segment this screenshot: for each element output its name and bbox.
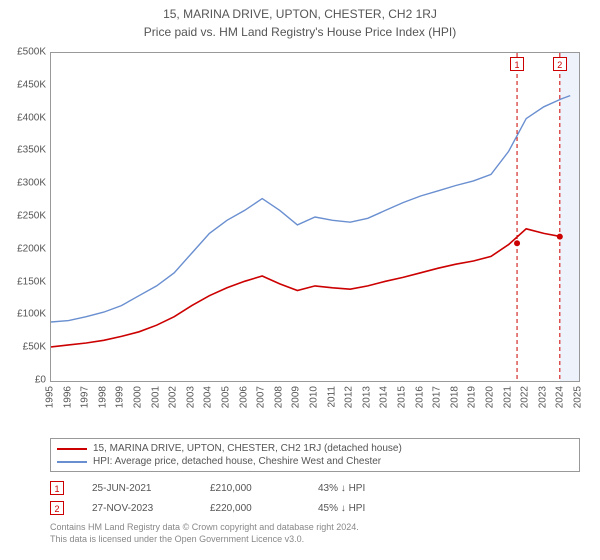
footer-line: Contains HM Land Registry data © Crown c… [50, 522, 580, 534]
chart-title: 15, MARINA DRIVE, UPTON, CHESTER, CH2 1R… [0, 0, 600, 23]
x-tick-label: 2007 [256, 386, 267, 408]
x-tick-label: 2009 [291, 386, 302, 408]
x-tick-label: 1996 [62, 386, 73, 408]
x-tick-label: 2011 [326, 386, 337, 408]
x-tick-label: 2018 [449, 386, 460, 408]
x-axis-ticks: 1995199619971998199920002001200220032004… [50, 386, 580, 436]
x-tick-label: 2017 [432, 386, 443, 408]
legend: 15, MARINA DRIVE, UPTON, CHESTER, CH2 1R… [50, 438, 580, 472]
y-tick-label: £500K [17, 47, 46, 58]
footer: Contains HM Land Registry data © Crown c… [50, 522, 580, 545]
x-tick-label: 2001 [150, 386, 161, 408]
y-tick-label: £100K [17, 309, 46, 320]
plot-region: 12 [50, 52, 580, 382]
y-tick-label: £50K [23, 342, 46, 353]
y-tick-label: £150K [17, 276, 46, 287]
sale-marker-icon: 2 [50, 501, 64, 515]
y-tick-label: £300K [17, 178, 46, 189]
legend-item: 15, MARINA DRIVE, UPTON, CHESTER, CH2 1R… [57, 442, 573, 455]
y-tick-label: £0 [35, 375, 46, 386]
sale-date: 27-NOV-2023 [92, 503, 182, 514]
x-tick-label: 2014 [379, 386, 390, 408]
legend-swatch [57, 461, 87, 463]
sale-date: 25-JUN-2021 [92, 483, 182, 494]
x-tick-label: 1999 [115, 386, 126, 408]
footer-line: This data is licensed under the Open Gov… [50, 534, 580, 546]
y-tick-label: £350K [17, 145, 46, 156]
x-tick-label: 1997 [80, 386, 91, 408]
sale-row: 1 25-JUN-2021 £210,000 43% ↓ HPI [50, 478, 580, 498]
x-tick-label: 2019 [467, 386, 478, 408]
legend-label: 15, MARINA DRIVE, UPTON, CHESTER, CH2 1R… [93, 443, 402, 454]
x-tick-label: 2006 [238, 386, 249, 408]
shaded-future-region [560, 53, 579, 381]
x-tick-label: 2016 [414, 386, 425, 408]
x-tick-label: 2025 [573, 386, 584, 408]
sale-marker-box: 1 [510, 57, 524, 71]
x-tick-label: 2020 [485, 386, 496, 408]
plot-svg [51, 53, 579, 381]
x-tick-label: 2008 [273, 386, 284, 408]
x-tick-label: 2004 [203, 386, 214, 408]
x-tick-label: 2022 [520, 386, 531, 408]
y-tick-label: £400K [17, 112, 46, 123]
line-property [51, 229, 561, 347]
chart-area: 12 £0£50K£100K£150K£200K£250K£300K£350K£… [50, 52, 580, 382]
x-tick-label: 1998 [97, 386, 108, 408]
line-hpi [51, 96, 570, 322]
x-tick-label: 2015 [397, 386, 408, 408]
legend-label: HPI: Average price, detached house, Ches… [93, 456, 381, 467]
x-tick-label: 2023 [537, 386, 548, 408]
legend-item: HPI: Average price, detached house, Ches… [57, 455, 573, 468]
chart-subtitle: Price paid vs. HM Land Registry's House … [0, 23, 600, 39]
sale-pct: 45% ↓ HPI [318, 503, 418, 514]
sales-table: 1 25-JUN-2021 £210,000 43% ↓ HPI 2 27-NO… [50, 478, 580, 518]
x-tick-label: 2013 [361, 386, 372, 408]
x-tick-label: 2010 [309, 386, 320, 408]
y-tick-label: £200K [17, 243, 46, 254]
x-tick-label: 2005 [221, 386, 232, 408]
sale-marker-box: 2 [553, 57, 567, 71]
x-tick-label: 1995 [45, 386, 56, 408]
x-tick-label: 2003 [185, 386, 196, 408]
sale-price: £220,000 [210, 503, 290, 514]
x-tick-label: 2000 [133, 386, 144, 408]
x-tick-label: 2012 [344, 386, 355, 408]
sale-pct: 43% ↓ HPI [318, 483, 418, 494]
chart-container: 15, MARINA DRIVE, UPTON, CHESTER, CH2 1R… [0, 0, 600, 560]
sale-row: 2 27-NOV-2023 £220,000 45% ↓ HPI [50, 498, 580, 518]
sale-dot-icon [514, 240, 520, 246]
legend-swatch [57, 448, 87, 450]
y-axis-ticks: £0£50K£100K£150K£200K£250K£300K£350K£400… [0, 52, 46, 382]
sale-price: £210,000 [210, 483, 290, 494]
y-tick-label: £250K [17, 211, 46, 222]
x-tick-label: 2024 [555, 386, 566, 408]
x-tick-label: 2021 [502, 386, 513, 408]
y-tick-label: £450K [17, 79, 46, 90]
sale-marker-icon: 1 [50, 481, 64, 495]
sale-dot-icon [557, 234, 563, 240]
x-tick-label: 2002 [168, 386, 179, 408]
